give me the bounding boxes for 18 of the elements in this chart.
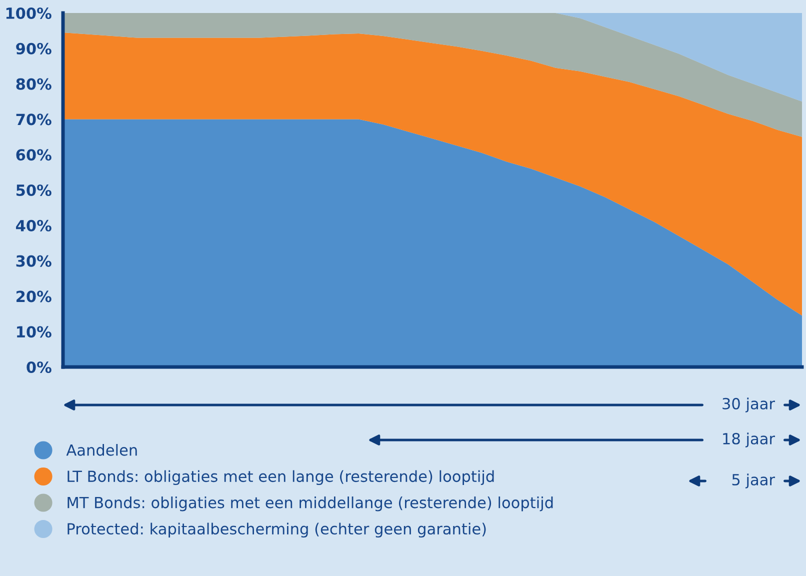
- y-tick-label: 100%: [6, 7, 52, 20]
- y-tick-label: 80%: [16, 78, 52, 90]
- y-tick-label: 30%: [16, 255, 52, 267]
- y-tick-label: 10%: [17, 326, 52, 338]
- legend-label: Protected: kapitaalbescherming (echter geen garantie): [68, 522, 486, 538]
- legend-label: MT Bonds: obligaties met een middellange (resterende) looptijd: [68, 496, 553, 512]
- y-tick-label: 60%: [16, 149, 52, 161]
- y-tick-label: 50%: [16, 184, 52, 196]
- y-tick-label: 0%: [26, 361, 52, 374]
- text: 5 jaar: [732, 474, 775, 488]
- text: 30 jaar: [722, 398, 775, 412]
- legend-label: LT Bonds: obligaties met een lange (resterende) looptijd: [68, 470, 494, 486]
- y-tick-label: 20%: [16, 290, 52, 302]
- y-tick-label: 90%: [16, 42, 52, 54]
- text: 18 jaar: [723, 432, 775, 448]
- y-tick-label: 40%: [16, 220, 52, 232]
- legend-label: Aandelen: [66, 444, 137, 456]
- y-tick-label: 70%: [16, 114, 52, 126]
